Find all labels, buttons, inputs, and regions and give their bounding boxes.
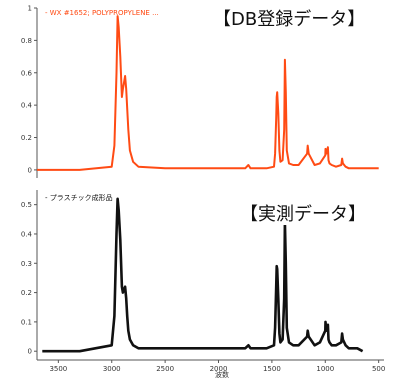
db-y-tick-label: 0.6 [21, 69, 33, 77]
measured-y-tick-label: 0.3 [21, 260, 32, 268]
db-y-tick-label: 0.2 [21, 134, 32, 142]
measured-y-tick-label: 0.2 [21, 289, 32, 297]
x-tick-label: 500 [372, 365, 385, 373]
measured-legend-text: - プラスチック成形品 [45, 193, 113, 202]
db-legend-text: - WX #1652; POLYPROPYLENE ... [45, 9, 159, 17]
measured-y-tick-label: 0.1 [21, 318, 32, 326]
measured-y-tick-label: 0.5 [21, 201, 32, 209]
db-spectrum-line [37, 15, 379, 171]
x-tick-label: 3000 [103, 365, 121, 373]
x-axis-label: 波数 [215, 370, 229, 379]
measured-y-tick-label: 0 [28, 348, 32, 356]
measured-y-tick-label: 0.4 [21, 230, 33, 238]
db-y-tick-label: 0.4 [21, 102, 33, 110]
db-y-tick-label: 0 [28, 166, 32, 174]
db-y-tick-label: 1 [28, 5, 32, 13]
db-data-label: 【DB登録データ】 [213, 9, 366, 30]
measured-spectrum-line [42, 197, 364, 353]
x-tick-label: 1000 [316, 365, 334, 373]
x-tick-label: 2500 [156, 365, 174, 373]
db-spectrum-panel: 0 0.2 0.4 0.6 0.8 1 - WX #1652; POLYPROPYLENE… [21, 5, 379, 178]
measured-spectrum-panel: 0 0.1 0.2 0.3 0.4 0.5 3500 3000 2500 2000 1500 100… [21, 190, 385, 379]
db-y-tick-label: 0.8 [21, 37, 32, 45]
x-tick-label: 1500 [263, 365, 281, 373]
x-tick-label: 3500 [49, 365, 67, 373]
measured-data-label: 【実測データ】 [240, 204, 366, 225]
x-tick-label: 2000 [210, 365, 228, 373]
